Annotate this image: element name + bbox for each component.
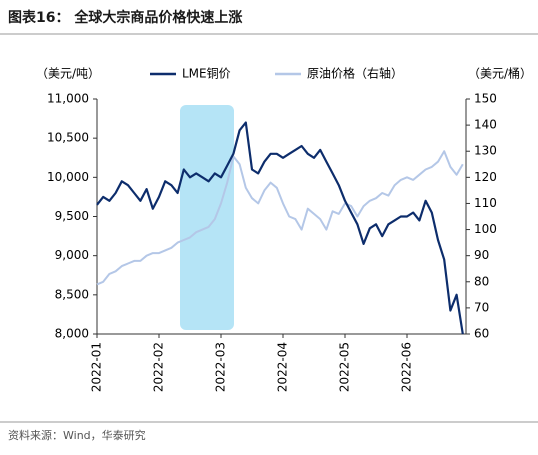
x-tick-label: 2022-05	[338, 342, 352, 392]
legend-label: LME铜价	[182, 66, 231, 81]
y2-tick-label: 60	[474, 327, 489, 341]
y-tick-label: 9,000	[55, 248, 89, 262]
y2-tick-label: 80	[474, 274, 489, 288]
y2-tick-label: 70	[474, 300, 489, 314]
x-tick-label: 2022-06	[400, 342, 414, 392]
x-tick-label: 2022-02	[152, 342, 166, 392]
y-tick-label: 8,000	[55, 327, 89, 341]
y2-tick-label: 90	[474, 248, 489, 262]
x-tick-label: 2022-01	[90, 342, 104, 392]
y2-tick-label: 140	[474, 118, 497, 132]
y2-tick-label: 130	[474, 144, 497, 158]
y-tick-label: 8,500	[55, 287, 89, 301]
y2-tick-label: 100	[474, 222, 497, 236]
chart-title: 图表16： 全球大宗商品价格快速上涨	[8, 9, 242, 26]
y-axis-label: （美元/吨）	[36, 67, 100, 81]
series-line	[96, 121, 464, 335]
y-tick-label: 11,000	[47, 92, 89, 106]
highlight-band	[180, 105, 234, 330]
legend-label: 原油价格（右轴）	[307, 66, 403, 81]
y2-tick-label: 150	[474, 92, 497, 106]
y2-axis-label: （美元/桶）	[468, 66, 532, 81]
x-tick-label: 2022-04	[276, 342, 290, 392]
y-tick-label: 9,500	[55, 209, 89, 223]
y2-tick-label: 120	[474, 170, 497, 184]
source: 资料来源：Wind，华泰研究	[8, 428, 146, 442]
y-tick-label: 10,500	[47, 131, 89, 145]
x-tick-label: 2022-03	[214, 342, 228, 392]
series-line	[96, 150, 464, 286]
y-tick-label: 10,000	[47, 170, 89, 184]
y2-tick-label: 110	[474, 196, 497, 210]
